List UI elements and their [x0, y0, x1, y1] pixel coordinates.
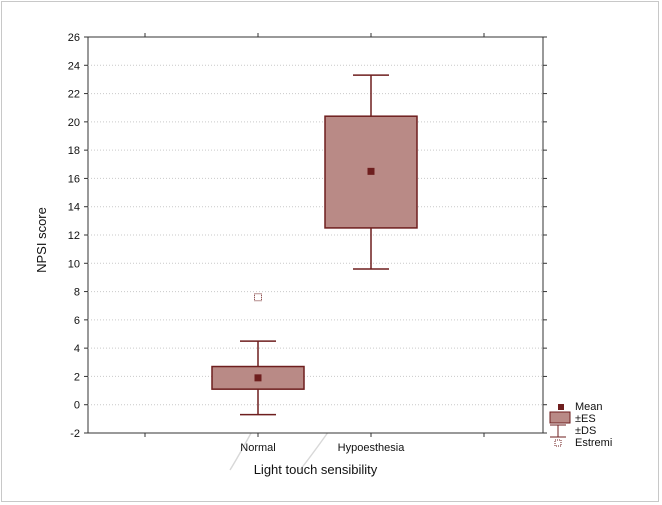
y-axis-title: NPSI score [34, 207, 49, 273]
legend-label-se: ±ES [575, 413, 596, 425]
y-tick-label: 8 [74, 287, 80, 299]
y-tick-label: 18 [68, 145, 80, 157]
legend-label-extreme: Estremi [575, 437, 612, 449]
y-tick-label: 2 [74, 371, 80, 383]
y-tick-label: 20 [68, 117, 80, 129]
y-tick-label: 12 [68, 230, 80, 242]
y-tick-label: 22 [68, 89, 80, 101]
y-tick-label: 24 [68, 60, 80, 72]
x-category-label: Hypoesthesia [338, 442, 406, 454]
axes [84, 33, 547, 437]
y-tick-label: 10 [68, 258, 80, 270]
legend-label-sd: ±DS [575, 425, 596, 437]
box-series [211, 74, 418, 416]
y-tick-label: 0 [74, 400, 80, 412]
y-tick-label: 6 [74, 315, 80, 327]
y-tick-label: 16 [68, 173, 80, 185]
x-category-label: Normal [240, 442, 275, 454]
legend-mean-marker [558, 404, 564, 410]
mean-marker [254, 374, 262, 382]
y-tick-label: 26 [68, 32, 80, 44]
x-axis-title: Light touch sensibility [254, 462, 378, 477]
y-tick-label: 4 [74, 343, 80, 355]
legend-se-box [549, 411, 571, 424]
y-tick-label: 14 [68, 202, 80, 214]
legend-extreme-marker [554, 439, 562, 447]
mean-marker [367, 167, 375, 175]
legend-label-mean: Mean [575, 401, 603, 413]
y-tick-label: -2 [70, 428, 80, 440]
plot-area [87, 36, 544, 434]
extreme-marker [254, 293, 262, 302]
grid-lines [88, 64, 543, 406]
